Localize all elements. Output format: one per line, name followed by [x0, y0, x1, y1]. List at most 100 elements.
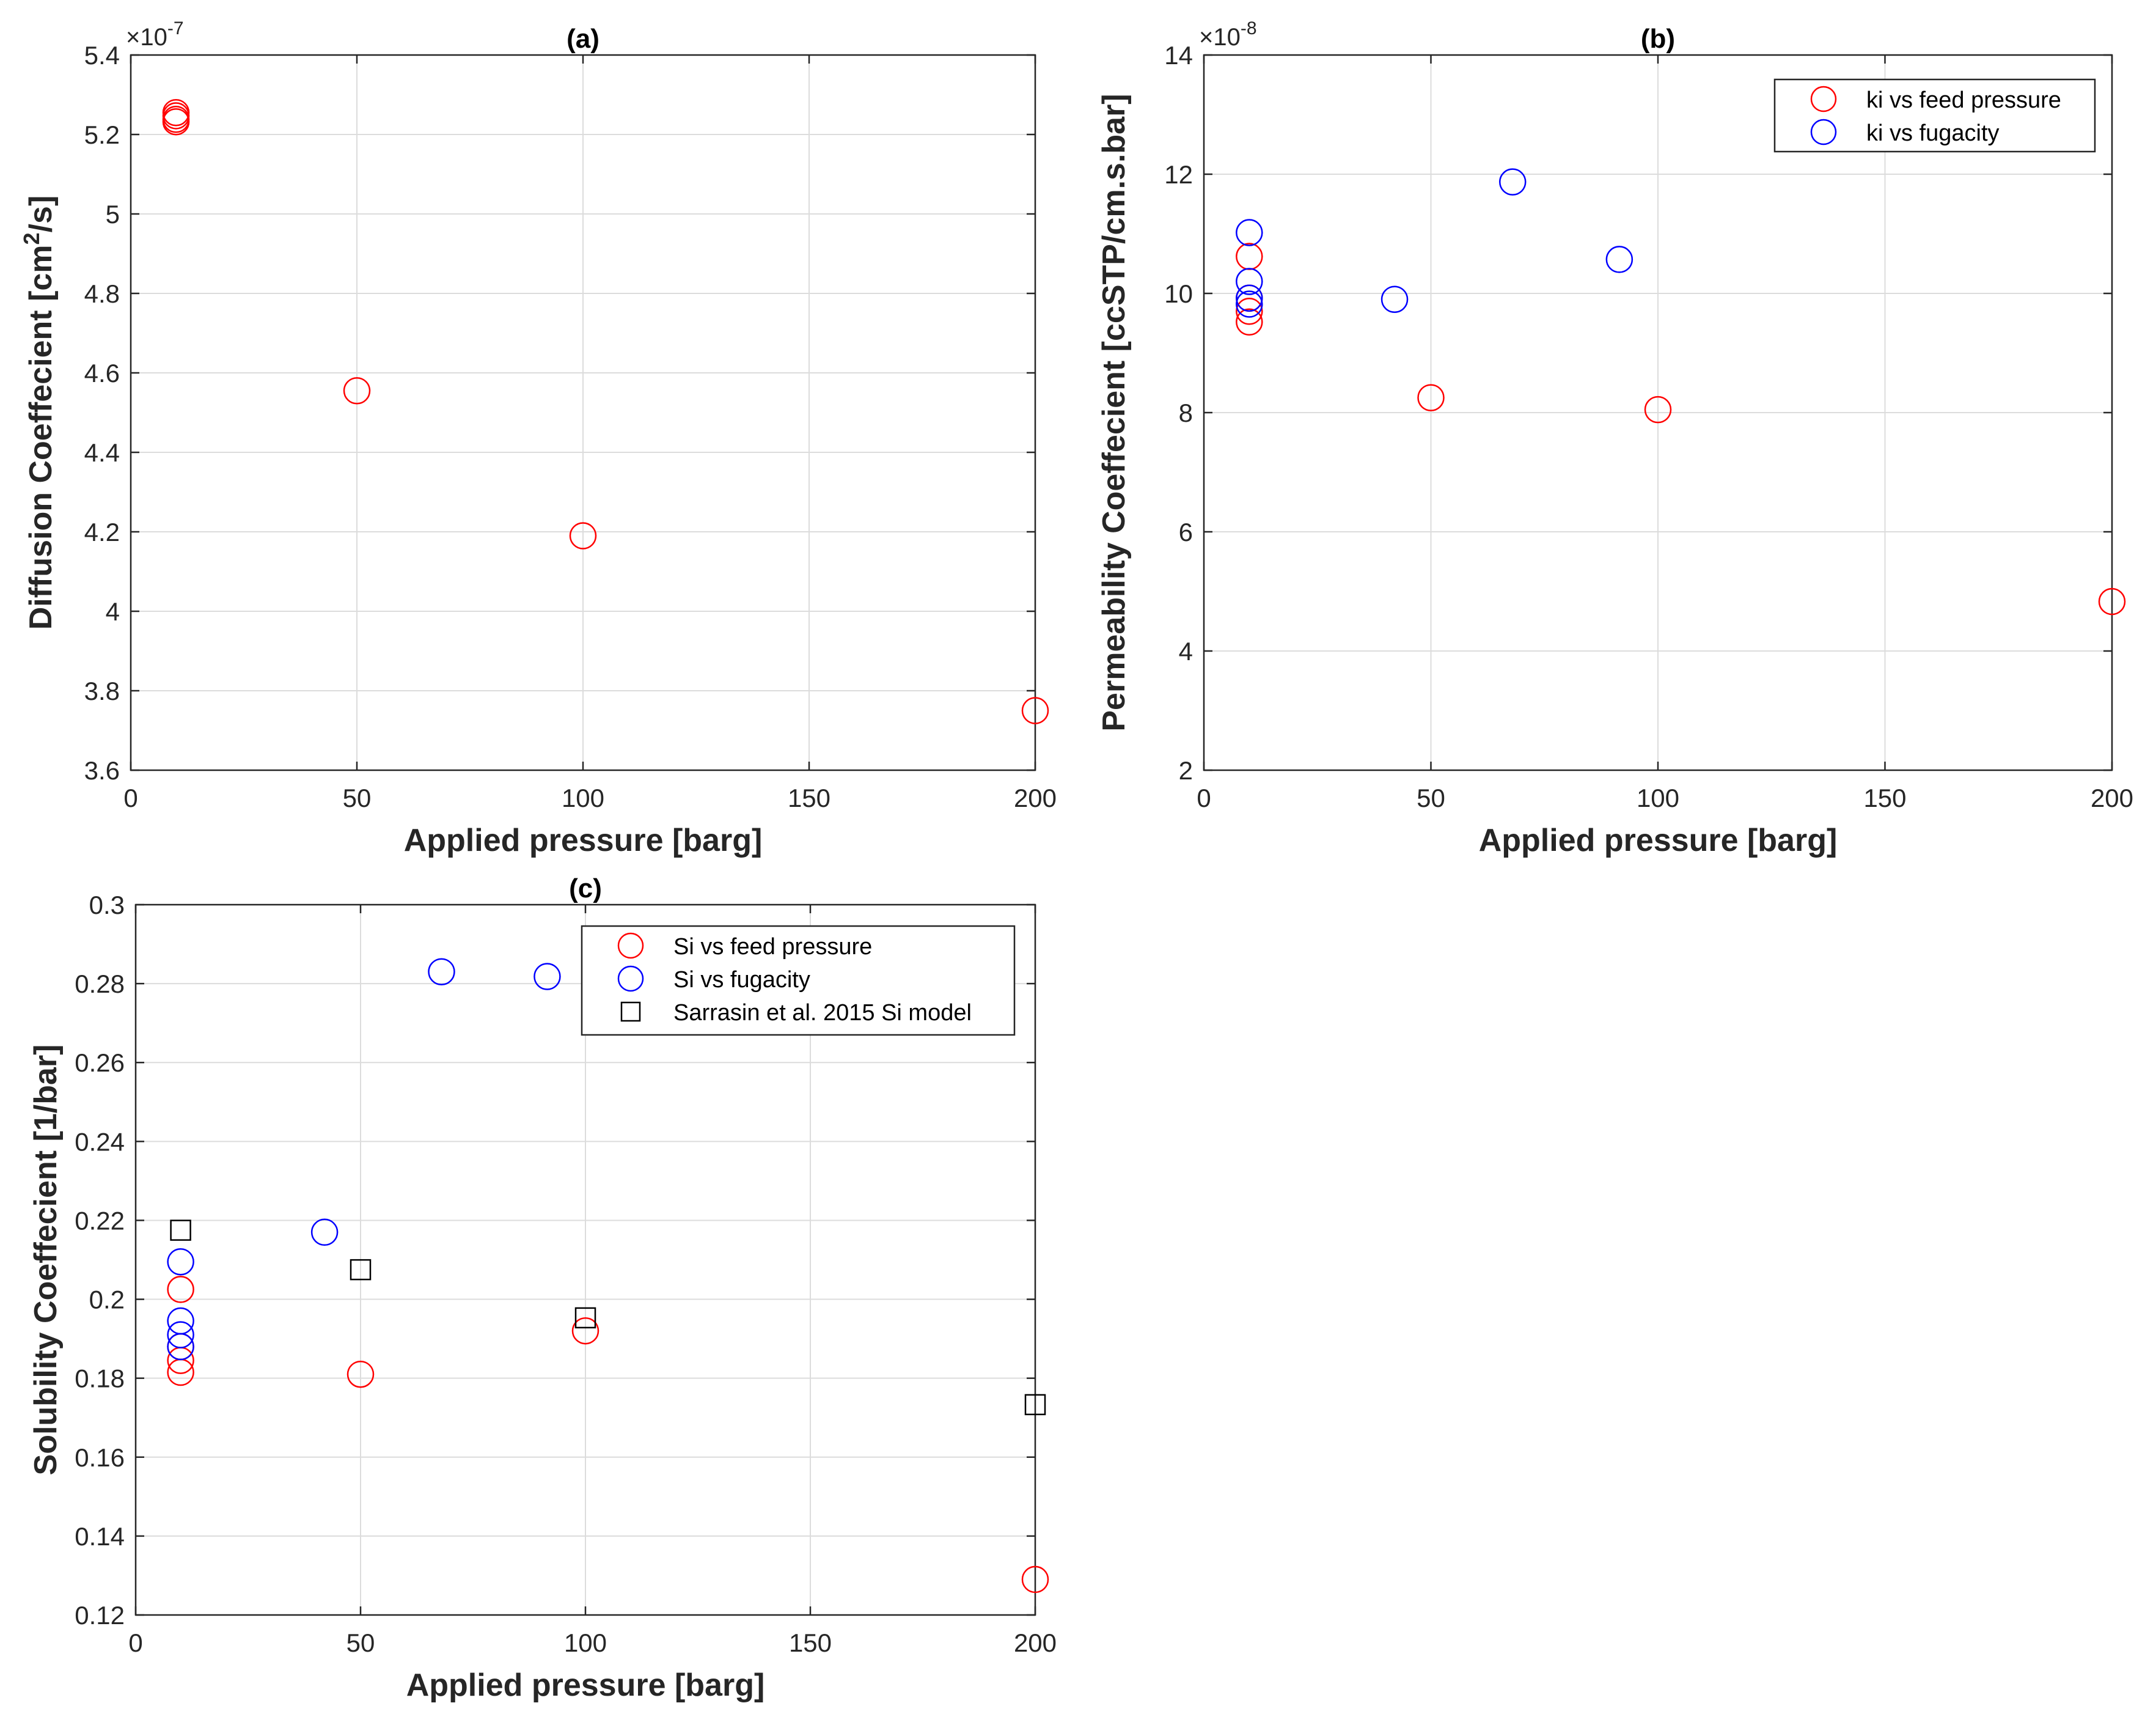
- x-tick-label: 200: [2091, 784, 2133, 812]
- y-label-main: Permeability Coeffecient [ccSTP/cm.s.bar…: [1096, 94, 1132, 731]
- legend-label: Si vs feed pressure: [673, 934, 872, 960]
- data-point-circle: [346, 1360, 375, 1388]
- legend-marker-circle: [617, 932, 644, 959]
- x-tick-label: 150: [788, 784, 831, 812]
- y-label-tail: /s]: [23, 196, 59, 233]
- data-point-circle: [1417, 384, 1445, 411]
- data-point-circle: [1236, 308, 1263, 336]
- y-tick-label: 4.6: [84, 359, 120, 388]
- axis-exponent: ×10-8: [1199, 18, 1257, 51]
- y-axis-label: Permeability Coeffecient [ccSTP/cm.s.bar…: [1096, 94, 1132, 731]
- x-axis-label: Applied pressure [barg]: [404, 823, 763, 858]
- y-tick-label: 0.2: [89, 1286, 125, 1314]
- x-tick-label: 100: [562, 784, 604, 812]
- x-tick-label: 50: [343, 784, 372, 812]
- data-point-circle: [1236, 268, 1263, 295]
- y-label-main: Solubility Coeffecient [1/bar]: [28, 1045, 64, 1476]
- y-tick-label: 0.24: [75, 1127, 125, 1156]
- data-point-circle: [1236, 298, 1263, 325]
- y-tick-label: 0.26: [75, 1048, 125, 1077]
- x-tick-label: 50: [346, 1628, 375, 1657]
- legend-box: [581, 925, 1016, 1036]
- y-tick-label: 12: [1164, 160, 1193, 189]
- y-tick-label: 4.8: [84, 279, 120, 308]
- legend-box: [1773, 78, 2096, 153]
- series-1: [167, 958, 561, 1361]
- y-tick-label: 4.2: [84, 518, 120, 546]
- y-tick-label: 0.3: [89, 891, 125, 919]
- data-point-circle: [571, 1317, 600, 1345]
- y-label-superscript: 2: [19, 232, 44, 245]
- y-tick-label: 14: [1164, 41, 1193, 70]
- y-tick-label: 4: [1179, 637, 1193, 666]
- data-point-circle: [569, 522, 597, 550]
- x-tick-label: 0: [123, 784, 138, 812]
- data-point-circle: [1236, 284, 1263, 312]
- y-axis-label: Diffusion Coeffecient [cm2/s]: [19, 196, 59, 630]
- x-tick-label: 0: [1197, 784, 1211, 812]
- y-tick-label: 0.18: [75, 1364, 125, 1393]
- legend-label: Sarrasin et al. 2015 Si model: [673, 1000, 972, 1026]
- y-tick-label: 4.4: [84, 438, 120, 467]
- legend-marker-circle: [1810, 86, 1837, 112]
- panel-c: 0 50 100 150 200 0.12 0.14 0.16 0.18 0.2 0.22 0.24 0…: [28, 874, 1057, 1703]
- y-tick-label: 0.14: [75, 1522, 125, 1551]
- y-tick-label: 5: [106, 200, 120, 229]
- panel-a: 0 50 100 150 200 3.6 3.8 4 4.2 4.4 4.6 4.8 5 5.2 5.4×1…: [19, 18, 1057, 858]
- x-axis-label: Applied pressure [barg]: [1479, 823, 1838, 858]
- exponent-power: -7: [167, 18, 184, 39]
- legend-marker-circle: [617, 965, 644, 992]
- x-tick-label: 200: [1014, 784, 1057, 812]
- y-tick-label: 8: [1179, 399, 1193, 427]
- x-tick-label: 200: [1014, 1628, 1057, 1657]
- x-tick-label: 150: [1863, 784, 1906, 812]
- data-point-circle: [1380, 285, 1409, 313]
- data-point-circle: [167, 1333, 194, 1361]
- data-point-square: [350, 1259, 372, 1281]
- y-tick-label: 6: [1179, 518, 1193, 546]
- data-point-circle: [167, 1276, 194, 1303]
- y-tick-label: 0.28: [75, 969, 125, 998]
- chart-title: (a): [566, 24, 600, 54]
- exponent-base: ×10: [1199, 24, 1241, 51]
- data-point-square: [170, 1219, 191, 1241]
- y-label-main: Diffusion Coeffecient [cm: [23, 245, 59, 630]
- data-point-circle: [1236, 290, 1263, 318]
- data-point-circle: [2098, 587, 2126, 616]
- data-point-circle: [1644, 395, 1672, 424]
- x-tick-label: 100: [564, 1628, 607, 1657]
- legend-label: ki vs feed pressure: [1866, 87, 2061, 113]
- data-point-circle: [167, 1321, 194, 1348]
- y-tick-label: 3.8: [84, 677, 120, 705]
- series-0: [162, 99, 1049, 724]
- data-point-circle: [1605, 246, 1634, 273]
- x-tick-label: 150: [789, 1628, 832, 1657]
- panel-b: 0 50 100 150 200 2 4 6 8 10 12 14×10-8 (b) Applied pr…: [1096, 18, 2133, 858]
- y-axis-label: Solubility Coeffecient [1/bar]: [28, 1045, 64, 1476]
- legend: Si vs feed pressure Si vs fugacity Sarrasi…: [581, 925, 1016, 1036]
- data-point-circle: [1236, 219, 1263, 246]
- y-tick-label: 0.16: [75, 1443, 125, 1472]
- legend: ki vs feed pressure ki vs fugacity: [1773, 78, 2096, 153]
- data-point-circle: [162, 108, 190, 136]
- data-point-square: [574, 1307, 596, 1329]
- data-point-circle: [1021, 697, 1049, 724]
- legend-label: ki vs fugacity: [1866, 120, 2000, 146]
- y-tick-label: 5.2: [84, 120, 120, 149]
- exponent-power: -8: [1241, 18, 1257, 39]
- legend-marker-circle: [1810, 119, 1837, 145]
- chart-title: (b): [1641, 24, 1675, 54]
- data-point-circle: [534, 963, 561, 990]
- data-point-circle: [167, 1248, 194, 1276]
- x-axis-label: Applied pressure [barg]: [406, 1668, 765, 1703]
- data-point-circle: [428, 958, 455, 985]
- data-point-circle: [343, 377, 371, 405]
- x-tick-label: 100: [1637, 784, 1679, 812]
- data-point-square: [1024, 1394, 1046, 1416]
- axis-exponent: ×10-7: [126, 18, 184, 51]
- y-tick-label: 2: [1179, 756, 1193, 785]
- data-point-circle: [1021, 1565, 1049, 1594]
- series-1: [1236, 168, 1634, 318]
- chart-title: (c): [569, 874, 602, 903]
